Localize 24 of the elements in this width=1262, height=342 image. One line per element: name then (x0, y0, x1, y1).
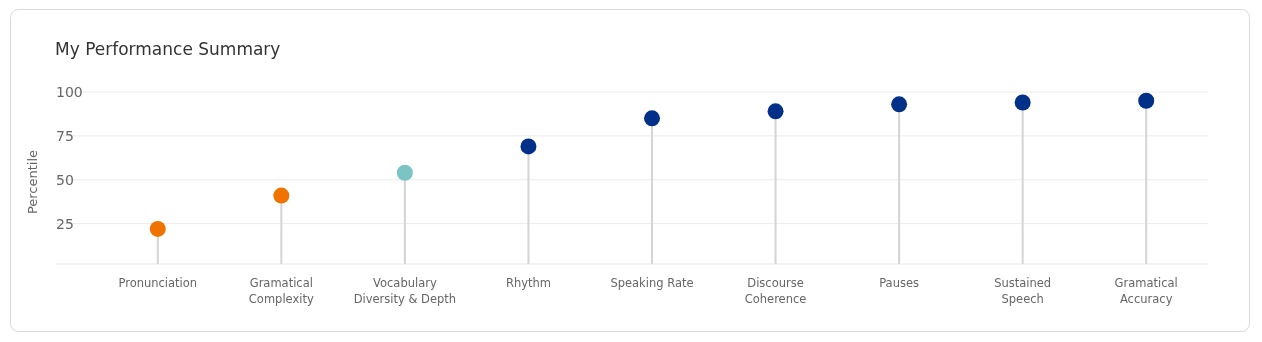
x-tick-label: Rhythm (505, 276, 551, 290)
x-tick-label: Sustained Speech (994, 276, 1052, 306)
y-tick-label: 100 (56, 83, 83, 100)
x-tick-label: Pauses (879, 276, 920, 290)
point (1138, 92, 1155, 109)
x-tick-label: Pronunciation (118, 276, 198, 290)
x-tick-label: Vocabulary Diversity & Depth (353, 276, 457, 306)
y-axis-title: Percentile (25, 149, 40, 215)
point (396, 164, 413, 181)
point (891, 96, 908, 113)
x-tick-label: Gramatical Accuracy (1114, 276, 1178, 306)
point (273, 187, 290, 204)
x-tick-label: Speaking Rate (610, 276, 694, 290)
point (149, 220, 166, 237)
y-tick-label: 25 (56, 215, 74, 232)
x-tick-label: Discourse Coherence (744, 276, 807, 306)
point (644, 110, 660, 127)
point (520, 138, 537, 155)
point (767, 103, 784, 120)
y-tick-label: 75 (56, 127, 74, 144)
x-tick-label: Gramatical Complexity (248, 276, 314, 306)
point (1014, 94, 1031, 111)
chart-title: My Performance Summary (55, 39, 281, 59)
y-tick-label: 50 (56, 171, 74, 188)
